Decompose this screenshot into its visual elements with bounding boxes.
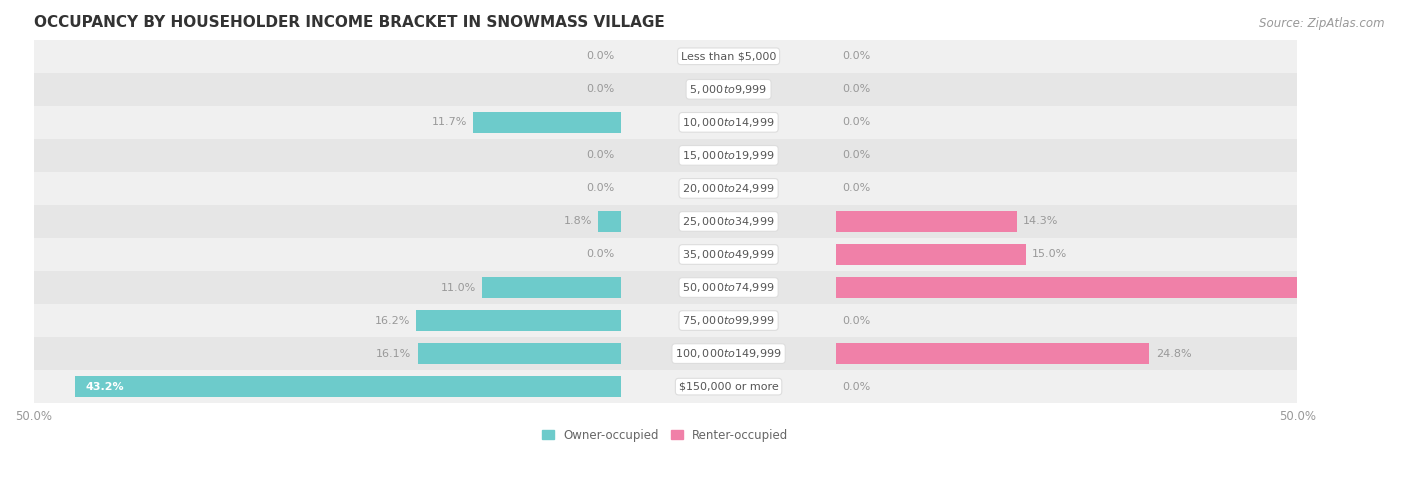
Bar: [34, 337, 1298, 370]
Text: $150,000 or more: $150,000 or more: [679, 382, 779, 392]
Text: 16.2%: 16.2%: [375, 316, 411, 326]
Legend: Owner-occupied, Renter-occupied: Owner-occupied, Renter-occupied: [537, 424, 793, 447]
Text: $20,000 to $24,999: $20,000 to $24,999: [682, 182, 775, 195]
Text: $5,000 to $9,999: $5,000 to $9,999: [689, 83, 768, 96]
Text: $50,000 to $74,999: $50,000 to $74,999: [682, 281, 775, 294]
Bar: [837, 211, 1017, 232]
Text: 0.0%: 0.0%: [586, 249, 614, 260]
Text: 0.0%: 0.0%: [842, 84, 870, 94]
Text: 0.0%: 0.0%: [842, 184, 870, 193]
Text: 0.0%: 0.0%: [842, 316, 870, 326]
Text: $75,000 to $99,999: $75,000 to $99,999: [682, 314, 775, 327]
Text: 0.0%: 0.0%: [586, 184, 614, 193]
Text: 16.1%: 16.1%: [377, 349, 412, 358]
Bar: [837, 244, 1025, 265]
Text: $15,000 to $19,999: $15,000 to $19,999: [682, 149, 775, 162]
Text: 24.8%: 24.8%: [1156, 349, 1191, 358]
Text: 11.7%: 11.7%: [432, 117, 467, 128]
Text: 14.3%: 14.3%: [1024, 216, 1059, 226]
Bar: [837, 343, 1150, 364]
Text: 0.0%: 0.0%: [586, 84, 614, 94]
Bar: [418, 343, 621, 364]
Text: 0.0%: 0.0%: [842, 382, 870, 392]
Bar: [34, 40, 1298, 73]
Text: 0.0%: 0.0%: [842, 117, 870, 128]
Text: 0.0%: 0.0%: [586, 51, 614, 61]
Text: 0.0%: 0.0%: [842, 51, 870, 61]
Bar: [34, 304, 1298, 337]
Bar: [34, 271, 1298, 304]
Text: 1.8%: 1.8%: [564, 216, 592, 226]
Text: 43.2%: 43.2%: [86, 382, 124, 392]
Text: Less than $5,000: Less than $5,000: [681, 51, 776, 61]
Bar: [837, 277, 1406, 298]
Text: $10,000 to $14,999: $10,000 to $14,999: [682, 116, 775, 129]
Bar: [75, 376, 621, 397]
Text: $100,000 to $149,999: $100,000 to $149,999: [675, 347, 782, 360]
Text: 0.0%: 0.0%: [842, 150, 870, 160]
Text: 15.0%: 15.0%: [1032, 249, 1067, 260]
Bar: [416, 310, 621, 331]
Text: 0.0%: 0.0%: [586, 150, 614, 160]
Text: 11.0%: 11.0%: [440, 282, 475, 293]
Text: $35,000 to $49,999: $35,000 to $49,999: [682, 248, 775, 261]
Bar: [34, 238, 1298, 271]
Bar: [34, 370, 1298, 403]
Text: $25,000 to $34,999: $25,000 to $34,999: [682, 215, 775, 228]
Bar: [34, 106, 1298, 139]
Bar: [34, 139, 1298, 172]
Bar: [482, 277, 621, 298]
Bar: [34, 73, 1298, 106]
Text: Source: ZipAtlas.com: Source: ZipAtlas.com: [1260, 17, 1385, 30]
Text: OCCUPANCY BY HOUSEHOLDER INCOME BRACKET IN SNOWMASS VILLAGE: OCCUPANCY BY HOUSEHOLDER INCOME BRACKET …: [34, 15, 664, 30]
Bar: [474, 112, 621, 132]
Bar: [34, 172, 1298, 205]
Bar: [34, 205, 1298, 238]
Bar: [599, 211, 621, 232]
Text: 45.9%: 45.9%: [1367, 282, 1406, 293]
